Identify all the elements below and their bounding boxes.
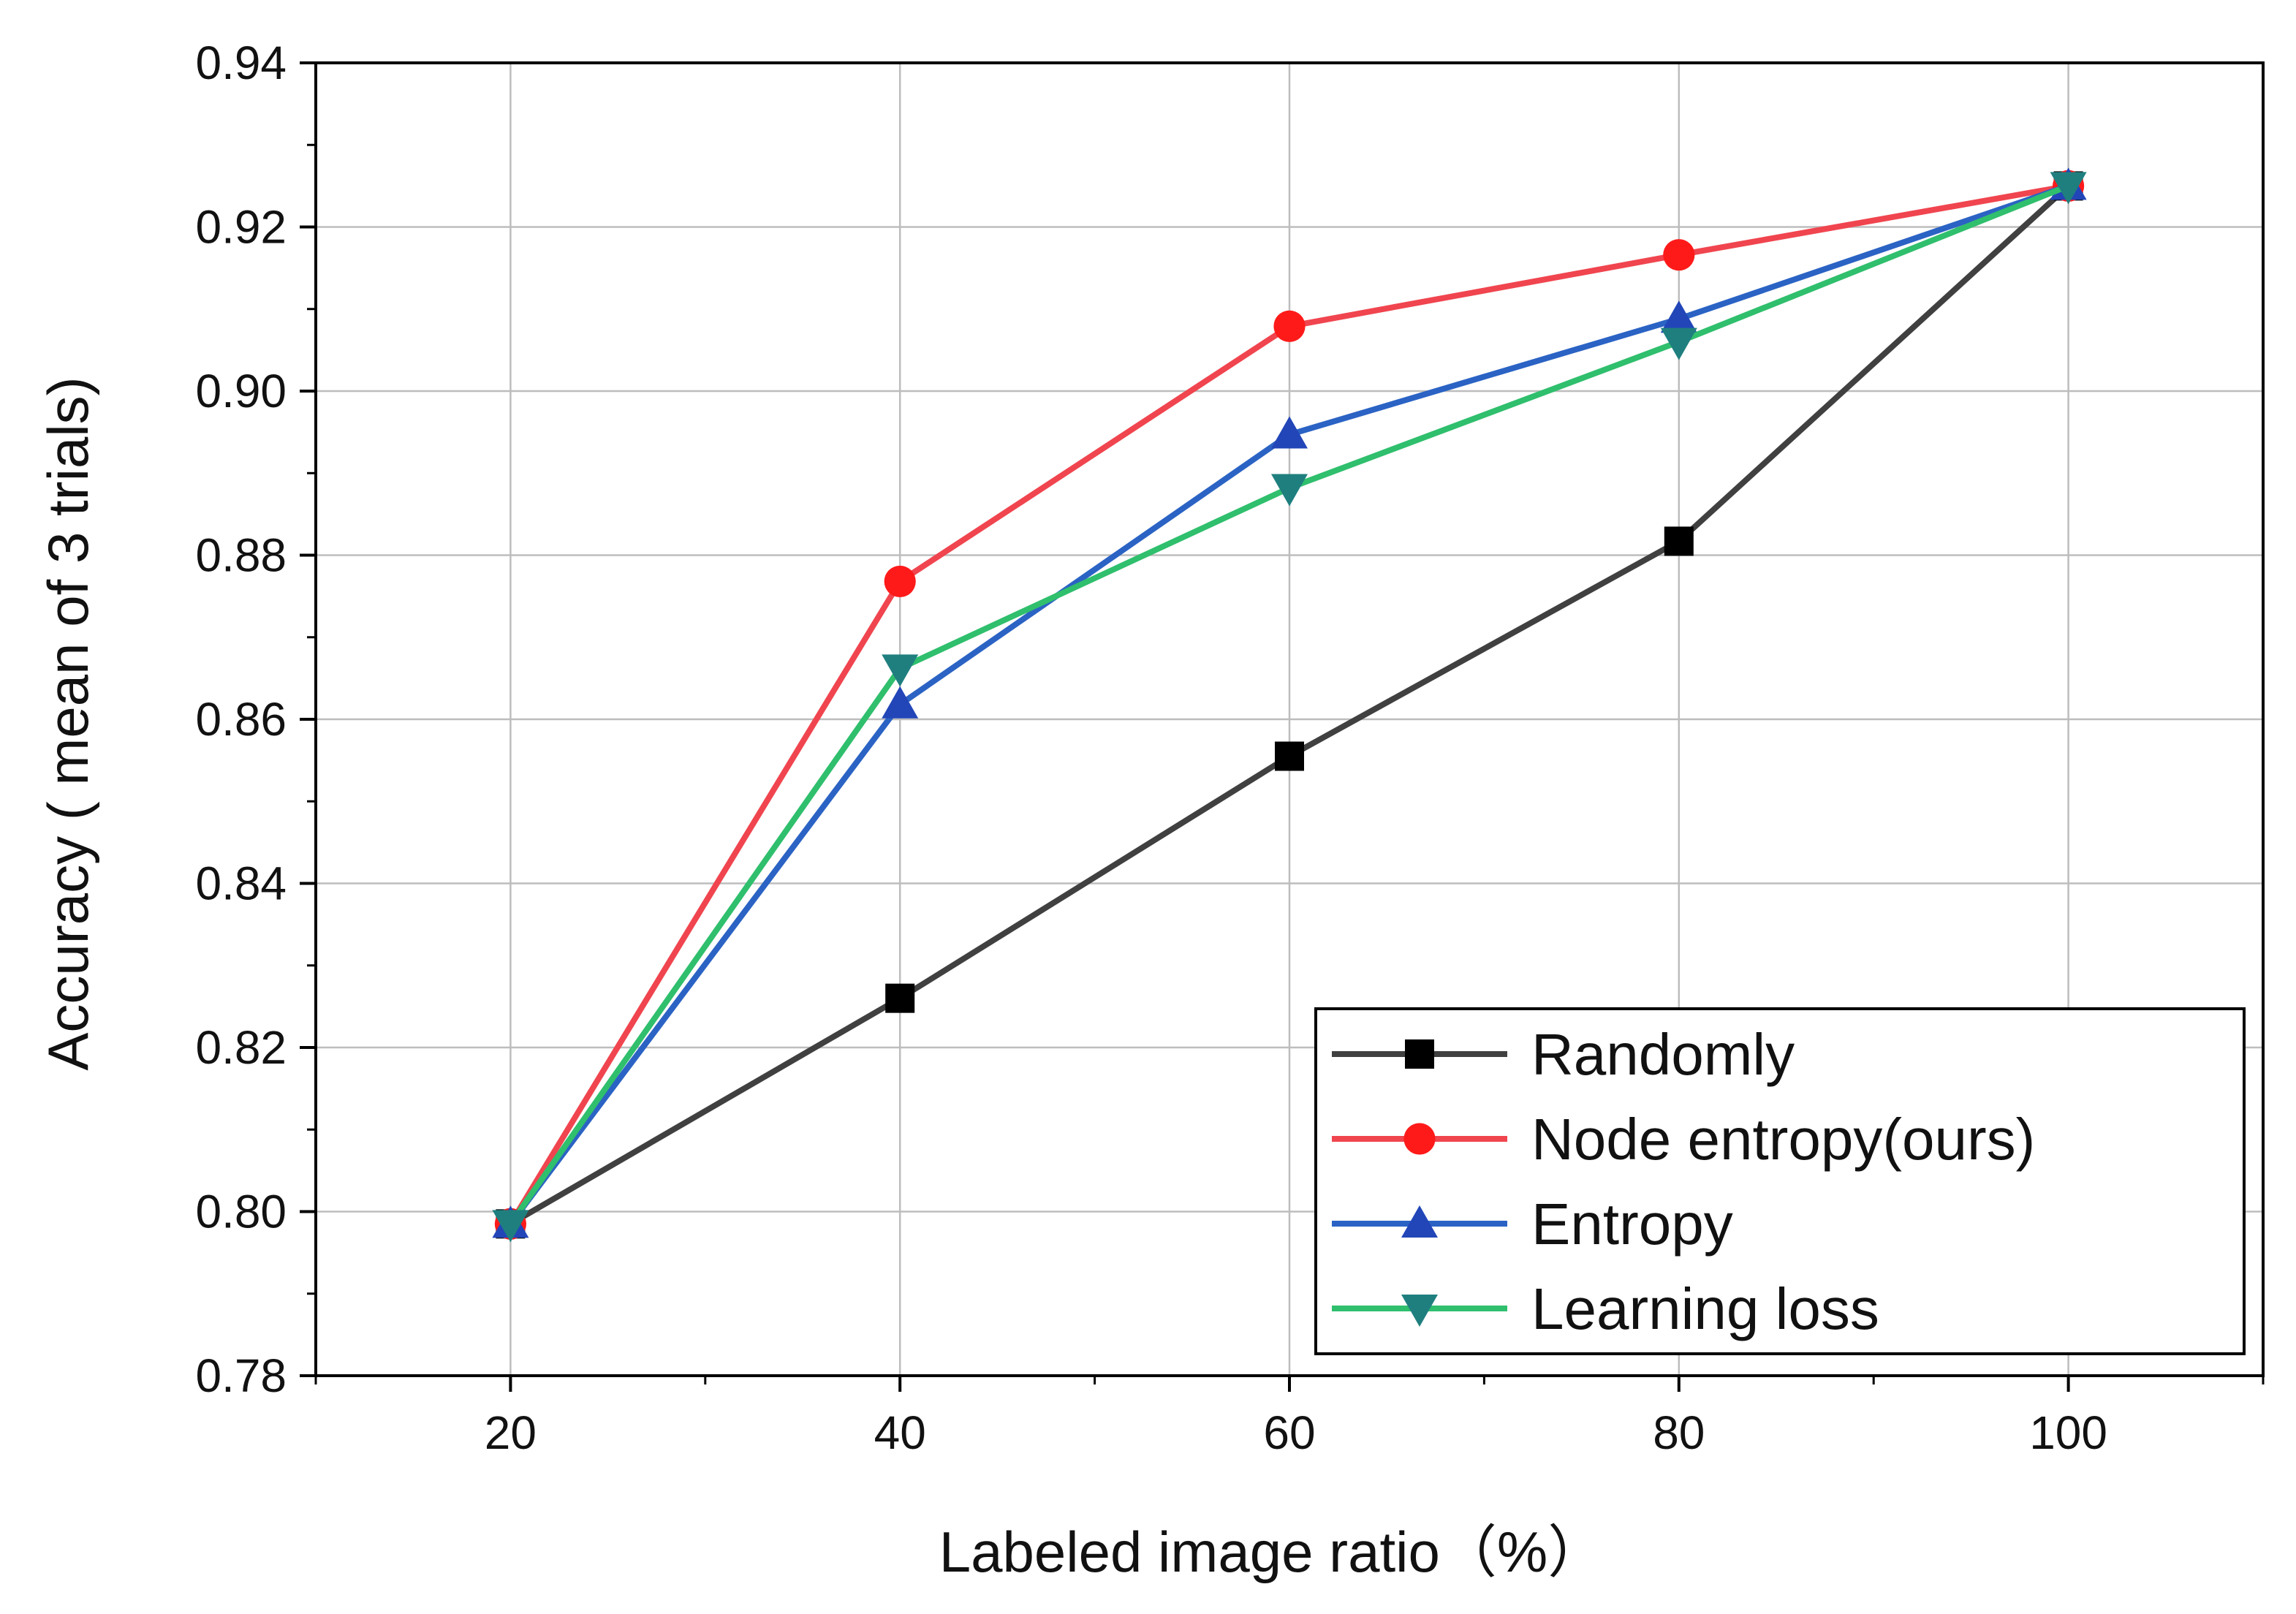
y-tick-label: 0.86 [195, 693, 287, 746]
x-tick-label: 80 [1653, 1406, 1705, 1459]
y-tick-label: 0.90 [195, 365, 287, 417]
x-axis-title: Labeled image ratio（%） [939, 1520, 1604, 1584]
legend-marker [1405, 1039, 1434, 1069]
y-tick-label: 0.94 [195, 37, 287, 89]
data-point [1664, 526, 1694, 556]
axes: 0.78 0.80 0.82 0.84 0.86 0.88 0.90 0.92 0.94 20 40… [195, 37, 2265, 1459]
x-tick-label: 40 [874, 1406, 926, 1459]
y-axis-title: Accuracy ( mean of 3 trials) [36, 376, 100, 1070]
legend-label: Randomly [1531, 1022, 1795, 1087]
y-tick-label: 0.82 [195, 1021, 287, 1074]
legend-marker [1403, 1123, 1436, 1155]
data-point [1275, 741, 1304, 771]
data-point [882, 686, 919, 719]
data-point [1273, 310, 1306, 342]
legend: Randomly Node entropy(ours) Entropy Learnin… [1314, 1007, 2246, 1355]
data-point [884, 565, 916, 598]
legend-box [1314, 1007, 2246, 1355]
legend-label: Entropy [1531, 1191, 1733, 1257]
legend-label: Learning loss [1531, 1276, 1879, 1341]
data-point [1663, 239, 1695, 271]
data-point [882, 654, 919, 687]
y-tick-label: 0.84 [195, 857, 287, 910]
y-tick-label: 0.92 [195, 201, 287, 254]
series-lines [492, 167, 2087, 1243]
x-tick-label: 60 [1263, 1406, 1315, 1459]
y-tick-label: 0.88 [195, 529, 287, 582]
data-point [2050, 172, 2087, 205]
series-entropy [492, 167, 2087, 1238]
data-point [1271, 416, 1308, 449]
legend-marker [1401, 1205, 1438, 1238]
x-tick-label: 20 [485, 1406, 537, 1459]
y-tick-label: 0.80 [195, 1186, 287, 1238]
data-point [492, 1210, 529, 1243]
data-point [885, 983, 915, 1013]
legend-marker [1401, 1295, 1438, 1327]
y-tick-label: 0.78 [195, 1349, 287, 1402]
data-point [1660, 300, 1697, 333]
data-point [1660, 327, 1697, 360]
data-point [1271, 474, 1308, 507]
series-learning-loss [492, 172, 2087, 1243]
legend-label: Node entropy(ours) [1531, 1107, 2035, 1172]
x-tick-label: 100 [2029, 1406, 2107, 1459]
plot-frame [314, 61, 2265, 1377]
